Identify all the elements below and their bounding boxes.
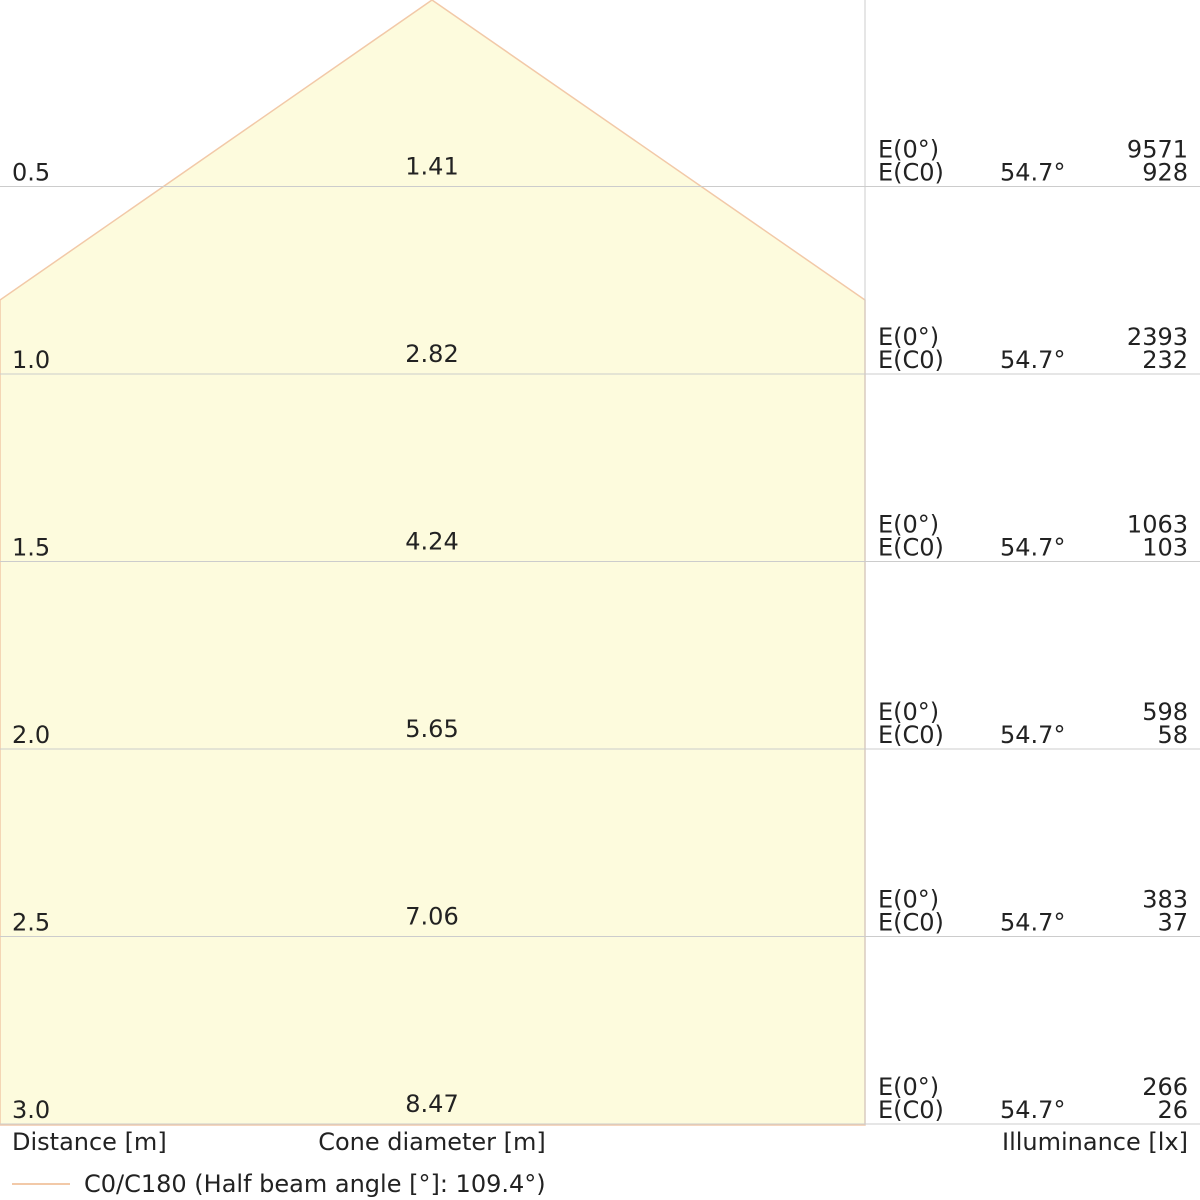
e0-label: E(0°) [878, 886, 939, 914]
angle-label: 54.7° [1000, 1096, 1065, 1124]
angle-label: 54.7° [1000, 159, 1065, 187]
e0-value: 1063 [1127, 511, 1188, 539]
angle-label: 54.7° [1000, 346, 1065, 374]
angle-label: 54.7° [1000, 909, 1065, 937]
ec0-value: 928 [1142, 159, 1188, 187]
cone-diameter-label: 2.82 [405, 340, 458, 368]
ec0-label: E(C0) [878, 909, 944, 937]
distance-label: 1.0 [12, 346, 50, 374]
ec0-value: 37 [1157, 909, 1188, 937]
cone-diameter-label: 8.47 [405, 1090, 458, 1118]
cone-diameter-axis-label: Cone diameter [m] [318, 1128, 546, 1156]
e0-value: 9571 [1127, 136, 1188, 164]
x-axis-label: Distance [m] [12, 1128, 167, 1156]
e0-value: 266 [1142, 1073, 1188, 1101]
e0-label: E(0°) [878, 698, 939, 726]
distance-label: 2.0 [12, 721, 50, 749]
ec0-label: E(C0) [878, 346, 944, 374]
ec0-value: 58 [1157, 721, 1188, 749]
distance-label: 0.5 [12, 159, 50, 187]
cone-diameter-label: 7.06 [405, 903, 458, 931]
e0-value: 598 [1142, 698, 1188, 726]
ec0-label: E(C0) [878, 1096, 944, 1124]
angle-label: 54.7° [1000, 721, 1065, 749]
e0-label: E(0°) [878, 511, 939, 539]
ec0-label: E(C0) [878, 159, 944, 187]
e0-label: E(0°) [878, 136, 939, 164]
legend-label: C0/C180 (Half beam angle [°]: 109.4°) [84, 1170, 546, 1198]
e0-value: 383 [1142, 886, 1188, 914]
distance-label: 2.5 [12, 909, 50, 937]
grid [0, 0, 1200, 1125]
cone-diameter-label: 4.24 [405, 528, 458, 556]
ec0-label: E(C0) [878, 721, 944, 749]
cone-diameter-label: 5.65 [405, 715, 458, 743]
ec0-value: 232 [1142, 346, 1188, 374]
ec0-value: 103 [1142, 534, 1188, 562]
ec0-value: 26 [1157, 1096, 1188, 1124]
angle-label: 54.7° [1000, 534, 1065, 562]
light-cone [0, 0, 866, 1126]
e0-label: E(0°) [878, 323, 939, 351]
cone-diameter-label: 1.41 [405, 153, 458, 181]
e0-value: 2393 [1127, 323, 1188, 351]
distance-label: 3.0 [12, 1096, 50, 1124]
illuminance-axis-label: Illuminance [lx] [1002, 1128, 1188, 1156]
e0-label: E(0°) [878, 1073, 939, 1101]
distance-label: 1.5 [12, 534, 50, 562]
ec0-label: E(C0) [878, 534, 944, 562]
